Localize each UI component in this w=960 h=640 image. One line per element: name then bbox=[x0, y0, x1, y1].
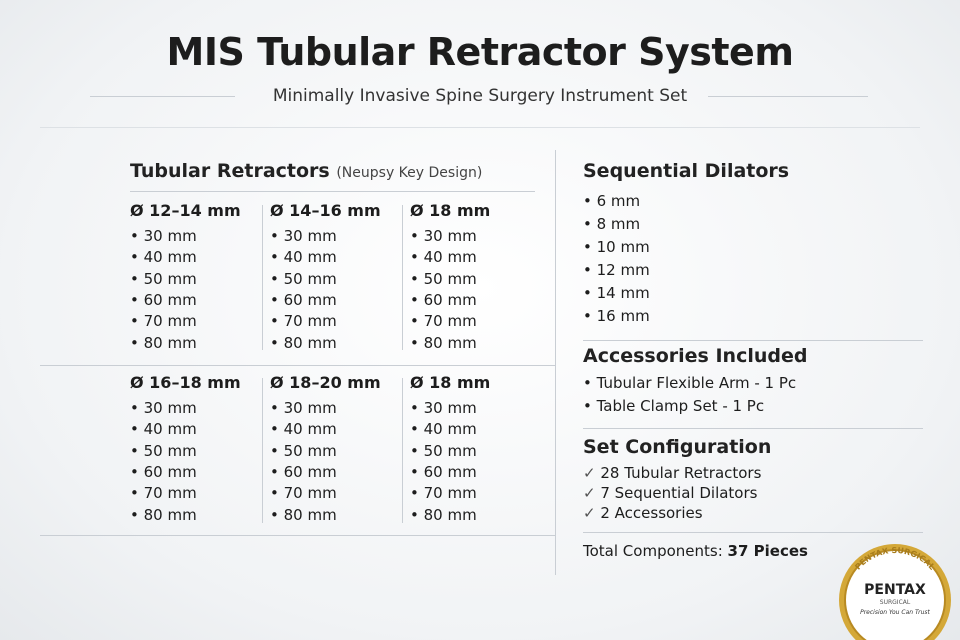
length-item: 60 mm bbox=[270, 463, 337, 481]
divider bbox=[262, 378, 263, 523]
badge-tagline: Precision You Can Trust bbox=[860, 609, 930, 616]
length-item: 60 mm bbox=[410, 463, 477, 481]
heading-note: (Neupsy Key Design) bbox=[336, 165, 483, 181]
title: MIS Tubular Retractor System bbox=[166, 30, 794, 74]
length-item: 30 mm bbox=[410, 227, 477, 245]
length-item: 30 mm bbox=[410, 399, 477, 417]
length-item: 70 mm bbox=[410, 312, 477, 330]
length-item: 30 mm bbox=[270, 399, 337, 417]
divider bbox=[90, 96, 235, 97]
length-item: 50 mm bbox=[270, 442, 337, 460]
divider bbox=[40, 365, 555, 366]
divider bbox=[708, 96, 868, 97]
divider bbox=[402, 205, 403, 350]
badge-sub: SURGICAL bbox=[880, 599, 911, 606]
size-heading: Ø 14–16 mm bbox=[270, 201, 381, 220]
divider bbox=[40, 127, 920, 128]
total: Total Components: 37 Pieces bbox=[583, 542, 808, 560]
length-item: 80 mm bbox=[130, 334, 197, 352]
length-item: 80 mm bbox=[410, 334, 477, 352]
length-item: 80 mm bbox=[270, 506, 337, 524]
badge-brand: PENTAX bbox=[864, 582, 926, 598]
length-item: 70 mm bbox=[130, 312, 197, 330]
section-heading: Accessories Included bbox=[583, 345, 808, 367]
dilator-item: 8 mm bbox=[583, 215, 641, 233]
length-item: 40 mm bbox=[130, 248, 197, 266]
dilator-item: 10 mm bbox=[583, 238, 650, 256]
section-heading: Tubular Retractors (Neupsy Key Design) bbox=[130, 160, 482, 182]
length-item: 80 mm bbox=[130, 506, 197, 524]
divider bbox=[583, 340, 923, 341]
length-item: 40 mm bbox=[130, 420, 197, 438]
length-item: 30 mm bbox=[270, 227, 337, 245]
length-item: 50 mm bbox=[410, 442, 477, 460]
accessory-item: Table Clamp Set - 1 Pc bbox=[583, 397, 764, 415]
size-heading: Ø 18–20 mm bbox=[270, 373, 381, 392]
size-heading: Ø 18 mm bbox=[410, 373, 491, 392]
length-item: 60 mm bbox=[130, 463, 197, 481]
section-heading: Sequential Dilators bbox=[583, 160, 790, 182]
length-item: 70 mm bbox=[130, 484, 197, 502]
heading: Tubular Retractors bbox=[130, 160, 330, 182]
length-item: 50 mm bbox=[410, 270, 477, 288]
length-item: 30 mm bbox=[130, 227, 197, 245]
size-heading: Ø 12–14 mm bbox=[130, 201, 241, 220]
length-item: 40 mm bbox=[410, 420, 477, 438]
badge-inner bbox=[844, 549, 946, 640]
length-item: 50 mm bbox=[130, 270, 197, 288]
section-heading: Set Configuration bbox=[583, 436, 772, 458]
length-item: 40 mm bbox=[270, 420, 337, 438]
divider bbox=[583, 532, 923, 533]
divider bbox=[262, 205, 263, 350]
config-item: 28 Tubular Retractors bbox=[583, 464, 761, 482]
length-item: 70 mm bbox=[410, 484, 477, 502]
accessory-item: Tubular Flexible Arm - 1 Pc bbox=[583, 374, 797, 392]
size-heading: Ø 18 mm bbox=[410, 201, 491, 220]
dilator-item: 14 mm bbox=[583, 284, 650, 302]
length-item: 50 mm bbox=[130, 442, 197, 460]
length-item: 60 mm bbox=[270, 291, 337, 309]
divider bbox=[40, 535, 555, 536]
divider bbox=[130, 191, 535, 192]
config-item: 2 Accessories bbox=[583, 504, 702, 522]
length-item: 70 mm bbox=[270, 484, 337, 502]
length-item: 40 mm bbox=[410, 248, 477, 266]
size-heading: Ø 16–18 mm bbox=[130, 373, 241, 392]
dilator-item: 12 mm bbox=[583, 261, 650, 279]
config-item: 7 Sequential Dilators bbox=[583, 484, 757, 502]
length-item: 50 mm bbox=[270, 270, 337, 288]
length-item: 30 mm bbox=[130, 399, 197, 417]
length-item: 80 mm bbox=[410, 506, 477, 524]
total-label: Total Components: bbox=[583, 542, 723, 560]
divider bbox=[402, 378, 403, 523]
length-item: 60 mm bbox=[130, 291, 197, 309]
length-item: 40 mm bbox=[270, 248, 337, 266]
length-item: 70 mm bbox=[270, 312, 337, 330]
column-divider bbox=[555, 150, 556, 575]
divider bbox=[583, 428, 923, 429]
dilator-item: 6 mm bbox=[583, 192, 641, 210]
length-item: 80 mm bbox=[270, 334, 337, 352]
dilator-item: 16 mm bbox=[583, 307, 650, 325]
length-item: 60 mm bbox=[410, 291, 477, 309]
total-value: 37 Pieces bbox=[727, 542, 808, 560]
subtitle: Minimally Invasive Spine Surgery Instrum… bbox=[272, 86, 688, 106]
